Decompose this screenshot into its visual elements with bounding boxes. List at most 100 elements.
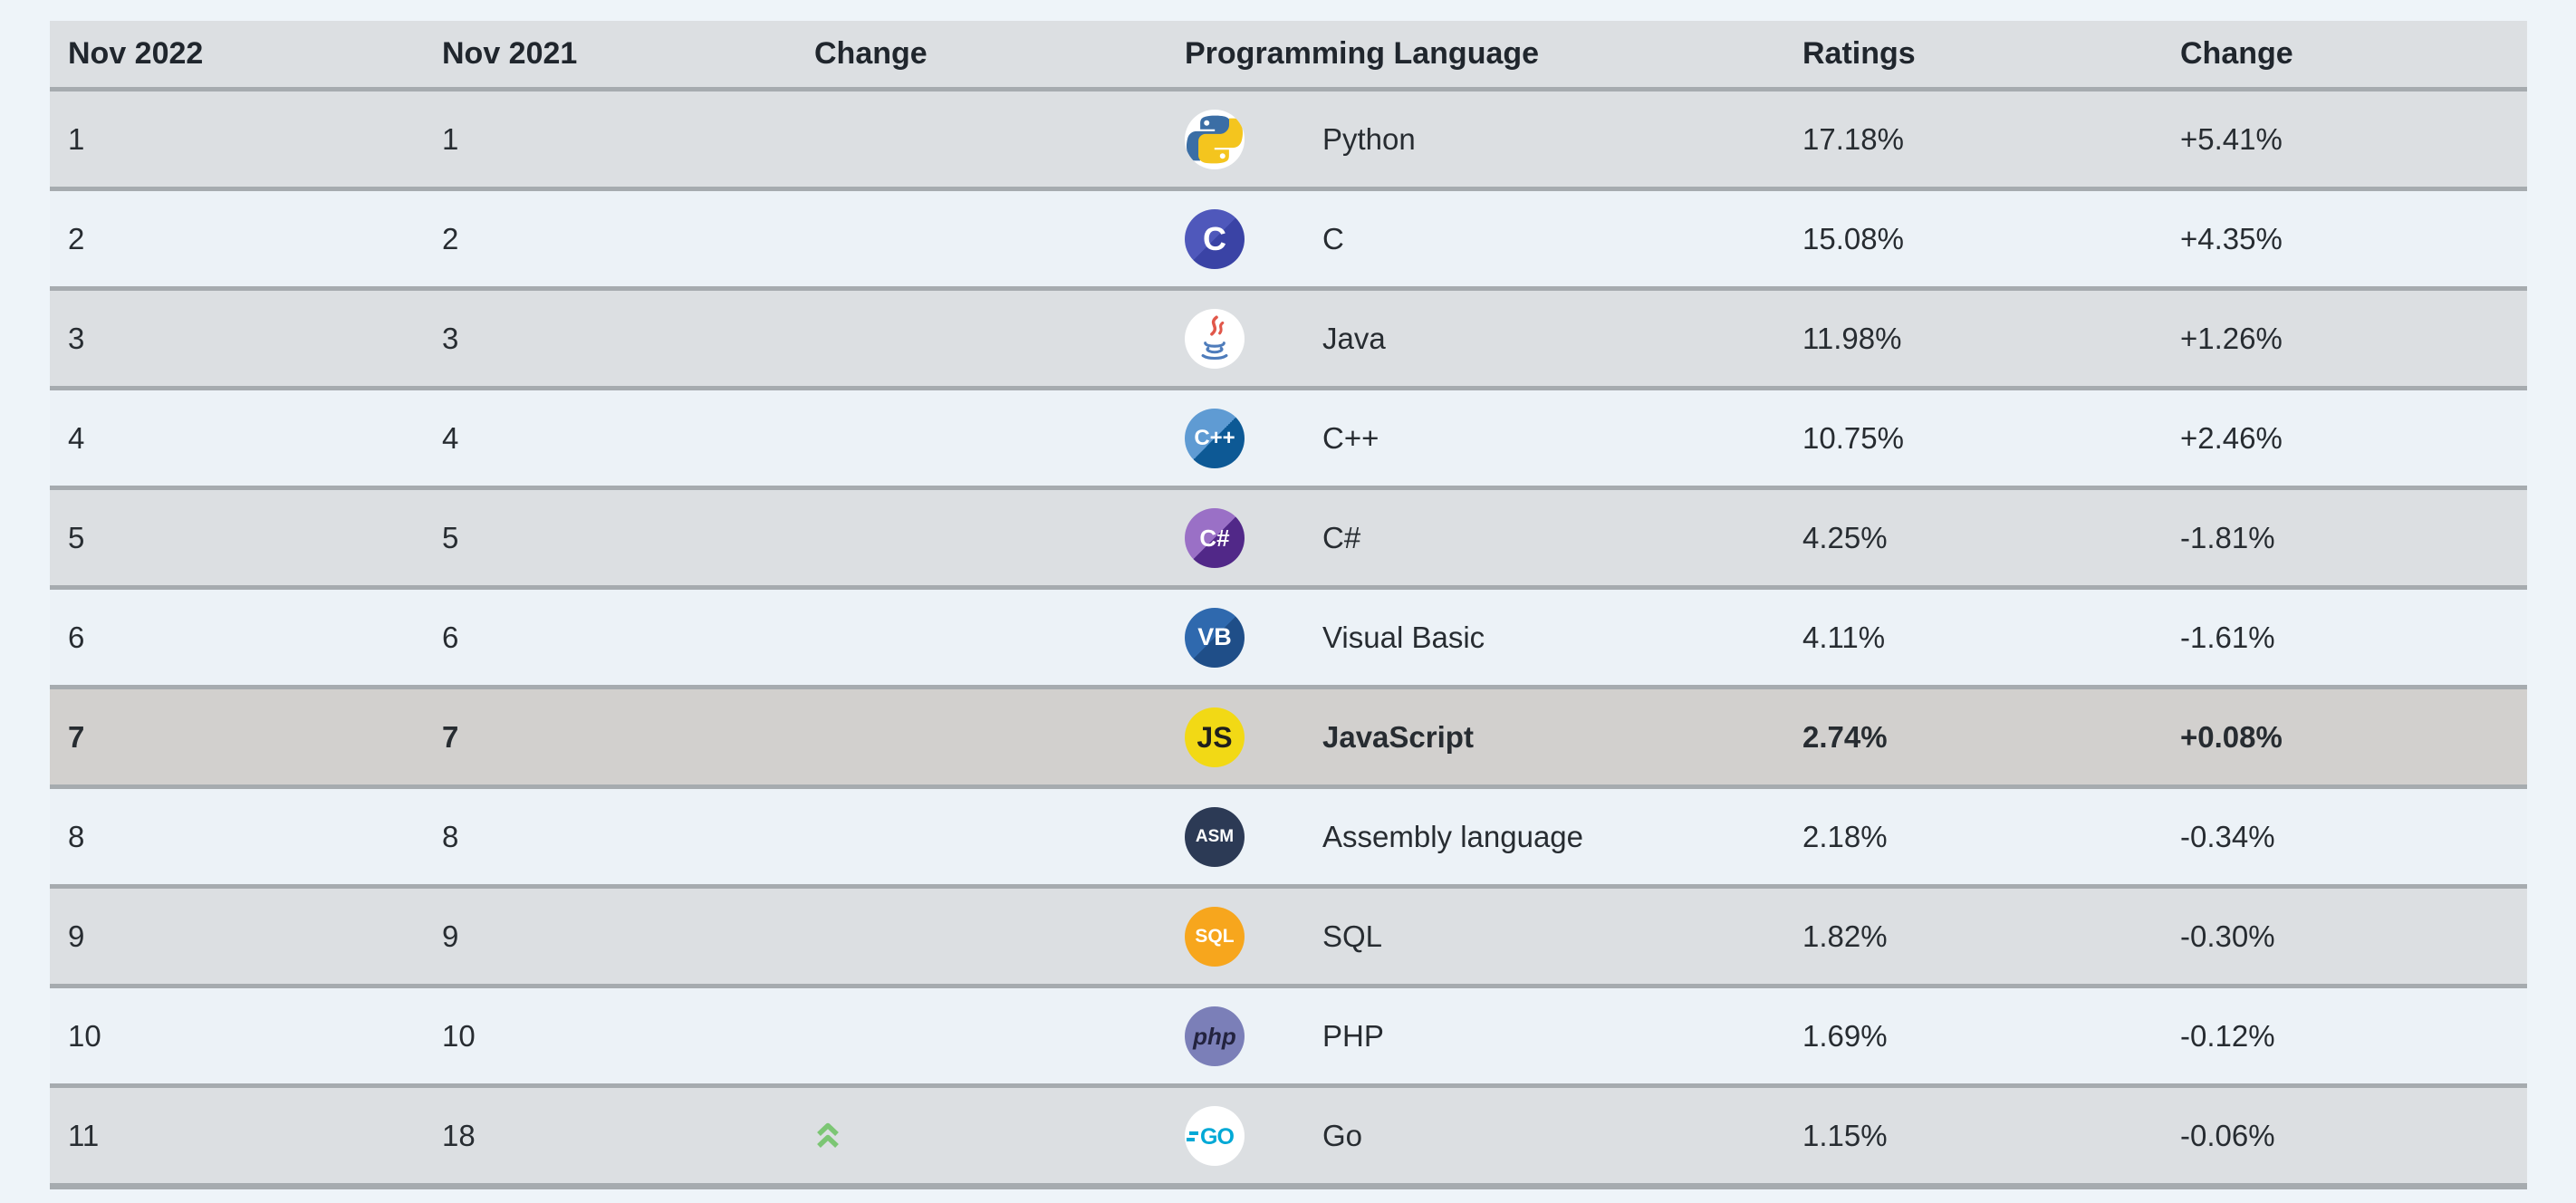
tiobe-index-table: Nov 2022 Nov 2021 Change Programming Lan…: [50, 21, 2527, 1189]
change-value: +0.08%: [2180, 719, 2283, 754]
header-programming-language: Programming Language: [1185, 21, 1802, 87]
ratings-cell: 1.69%: [1802, 988, 2180, 1083]
rank-now-cell: 8: [50, 789, 424, 884]
ratings-value: 1.69%: [1802, 1018, 1888, 1053]
rank-now: 8: [68, 819, 85, 853]
rank-prev: 18: [442, 1118, 476, 1152]
rank-change-cell: [796, 390, 1185, 486]
change-value: +2.46%: [2180, 420, 2283, 455]
ratings-cell: 2.74%: [1802, 689, 2180, 784]
ratings-value: 10.75%: [1802, 420, 1904, 455]
ratings-cell: 2.18%: [1802, 789, 2180, 884]
ratings-value: 2.74%: [1802, 719, 1888, 754]
visual-basic-icon: VB: [1185, 607, 1245, 668]
rank-change-cell: [796, 789, 1185, 884]
language-label: JavaScript: [1322, 719, 1474, 754]
ratings-value: 4.25%: [1802, 520, 1888, 554]
ratings-cell: 10.75%: [1802, 390, 2180, 486]
table-row[interactable]: 9 9 SQL SQL 1.82% -0.30%: [50, 884, 2527, 984]
rank-prev-cell: 6: [424, 590, 796, 685]
language-label: PHP: [1322, 1018, 1384, 1053]
header-ratings-label: Ratings: [1802, 36, 1916, 71]
assembly-icon: ASM: [1185, 806, 1245, 867]
language-cell: SQL SQL: [1185, 889, 1802, 984]
rank-change-cell: [796, 889, 1185, 984]
javascript-icon-glyph: JS: [1197, 720, 1233, 754]
header-nov-2021-label: Nov 2021: [442, 36, 578, 71]
rank-prev: 3: [442, 321, 459, 355]
svg-text:GO: GO: [1200, 1124, 1234, 1150]
rank-now-cell: 5: [50, 490, 424, 585]
language-cell: php PHP: [1185, 988, 1802, 1083]
ratings-cell: 11.98%: [1802, 291, 2180, 386]
change-cell: -1.81%: [2180, 490, 2527, 585]
rank-prev-cell: 10: [424, 988, 796, 1083]
change-value: -0.06%: [2180, 1118, 2275, 1152]
change-cell: -1.61%: [2180, 590, 2527, 685]
ratings-cell: 15.08%: [1802, 191, 2180, 286]
rank-now: 9: [68, 919, 85, 953]
ratings-value: 2.18%: [1802, 819, 1888, 853]
rank-prev-cell: 4: [424, 390, 796, 486]
language-label: Python: [1322, 121, 1416, 156]
language-cell: JS JavaScript: [1185, 689, 1802, 784]
header-ratings-change-label: Change: [2180, 36, 2293, 71]
ratings-value: 17.18%: [1802, 121, 1904, 156]
ratings-cell: 1.82%: [1802, 889, 2180, 984]
javascript-icon: JS: [1185, 707, 1245, 767]
rank-now: 4: [68, 420, 85, 455]
c-language-icon-glyph: C: [1203, 219, 1226, 257]
rank-change-cell: [796, 988, 1185, 1083]
language-cell: Java: [1185, 291, 1802, 386]
table-row[interactable]: 11 18 GO Go 1.15% -0.06%: [50, 1083, 2527, 1183]
table-row[interactable]: 4 4 C++ C++ 10.75% +2.46%: [50, 386, 2527, 486]
change-value: -1.61%: [2180, 620, 2275, 654]
rank-now: 5: [68, 520, 85, 554]
rank-now-cell: 9: [50, 889, 424, 984]
ratings-cell: 17.18%: [1802, 91, 2180, 187]
rank-now: 1: [68, 121, 85, 156]
change-cell: +2.46%: [2180, 390, 2527, 486]
table-row[interactable]: 10 10 php PHP 1.69% -0.12%: [50, 984, 2527, 1083]
rank-prev: 5: [442, 520, 459, 554]
csharp-icon-glyph: C#: [1199, 524, 1230, 552]
change-cell: -0.30%: [2180, 889, 2527, 984]
table-row[interactable]: 1 1 Python 17.18% +5.41%: [50, 87, 2527, 187]
change-cell: -0.12%: [2180, 988, 2527, 1083]
table-row[interactable]: 5 5 C# C# 4.25% -1.81%: [50, 486, 2527, 585]
rank-change-cell: [796, 291, 1185, 386]
rank-change-cell: [796, 1088, 1185, 1183]
rank-prev: 6: [442, 620, 459, 654]
table-row[interactable]: 6 6 VB Visual Basic 4.11% -1.61%: [50, 585, 2527, 685]
header-programming-language-label: Programming Language: [1185, 36, 1540, 71]
ratings-value: 1.15%: [1802, 1118, 1888, 1152]
header-nov-2021: Nov 2021: [424, 21, 796, 87]
ratings-value: 4.11%: [1802, 620, 1886, 654]
rank-now: 6: [68, 620, 85, 654]
rank-change-cell: [796, 689, 1185, 784]
rank-now-cell: 7: [50, 689, 424, 784]
change-value: -0.34%: [2180, 819, 2275, 853]
rank-prev-cell: 9: [424, 889, 796, 984]
sql-icon-glyph: SQL: [1195, 926, 1235, 947]
rank-change-cell: [796, 191, 1185, 286]
rank-change-cell: [796, 91, 1185, 187]
table-row[interactable]: 8 8 ASM Assembly language 2.18% -0.34%: [50, 784, 2527, 884]
table-row[interactable]: 7 7 JS JavaScript 2.74% +0.08%: [50, 685, 2527, 784]
rank-prev: 8: [442, 819, 459, 853]
ratings-cell: 1.15%: [1802, 1088, 2180, 1183]
header-nov-2022: Nov 2022: [50, 21, 424, 87]
language-label: C#: [1322, 520, 1361, 554]
rank-change-cell: [796, 490, 1185, 585]
table-row[interactable]: 3 3 Java 11.98% +1.26%: [50, 286, 2527, 386]
language-cell: GO Go: [1185, 1088, 1802, 1183]
change-cell: +1.26%: [2180, 291, 2527, 386]
header-rank-change: Change: [796, 21, 1185, 87]
rank-prev: 1: [442, 121, 459, 156]
rank-now-cell: 10: [50, 988, 424, 1083]
header-nov-2022-label: Nov 2022: [68, 36, 204, 71]
